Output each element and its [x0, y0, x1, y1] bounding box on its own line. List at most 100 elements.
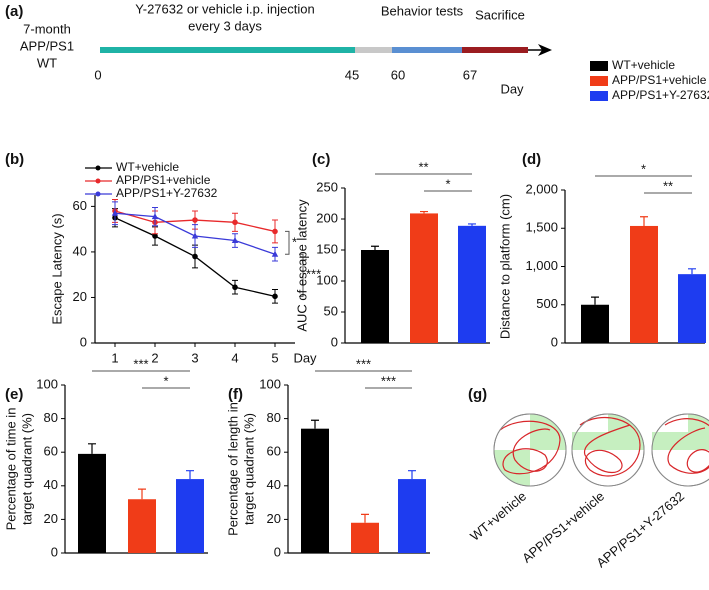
- point: [232, 219, 238, 226]
- pool: [651, 413, 709, 487]
- y-tick-label: 0: [274, 544, 281, 559]
- y-axis-title: Escape Latency (s): [49, 213, 64, 324]
- day-tick-label: 0: [94, 67, 101, 82]
- day-unit: Day: [500, 81, 524, 96]
- y-tick-label: 60: [267, 444, 281, 459]
- y-tick-label: 1,500: [525, 220, 558, 235]
- phase-bar: [355, 47, 392, 53]
- panel-label: (e): [5, 386, 23, 403]
- error-bar: [88, 443, 96, 454]
- swim-tracks: [493, 413, 709, 487]
- y-axis-title: AUC of escape latency: [294, 199, 309, 332]
- phase-label: every 3 days: [188, 18, 262, 33]
- bar: [176, 479, 204, 553]
- significance-bracket: [299, 253, 304, 297]
- bar: [398, 479, 426, 553]
- y-tick-label: 50: [324, 303, 338, 318]
- error-bar: [420, 210, 428, 214]
- error-bar: [361, 513, 369, 523]
- day-tick-label: 45: [345, 67, 359, 82]
- y-axis-title: Percentage of length in: [225, 402, 240, 536]
- significance-label: *: [292, 234, 297, 249]
- group-label: WT+vehicle: [467, 488, 529, 543]
- cohort-label: 7-month: [23, 21, 71, 36]
- significance-label: **: [663, 178, 673, 193]
- bar: [361, 250, 389, 343]
- bar: [581, 304, 609, 343]
- phase-label: Sacrifice: [475, 7, 525, 22]
- point: [111, 209, 119, 216]
- significance-label: ***: [356, 356, 371, 371]
- y-axis-title: target quadrant (%): [241, 413, 256, 525]
- error-bar: [311, 419, 319, 429]
- y-tick-label: 20: [267, 511, 281, 526]
- error-bar: [408, 470, 416, 480]
- y-tick-label: 60: [73, 198, 87, 213]
- x-tick-label: 1: [111, 350, 118, 365]
- legend-label: APP/PS1+vehicle: [612, 73, 707, 87]
- point: [231, 237, 239, 244]
- y-tick-label: 200: [316, 210, 338, 225]
- y-tick-label: 250: [316, 179, 338, 194]
- day-tick-label: 67: [463, 67, 477, 82]
- panel-label: (g): [468, 386, 487, 403]
- significance-label: ***: [381, 373, 396, 388]
- legend-label: APP/PS1+Y-27632: [612, 88, 709, 102]
- panel-label: (a): [5, 3, 23, 20]
- y-tick-label: 80: [267, 410, 281, 425]
- point: [192, 253, 198, 260]
- y-tick-label: 100: [36, 376, 58, 391]
- y-tick-label: 150: [316, 241, 338, 256]
- point: [232, 284, 238, 291]
- point: [191, 232, 199, 239]
- y-tick-label: 2,000: [525, 181, 558, 196]
- group-label: APP/PS1+vehicle: [519, 488, 607, 565]
- pool: [571, 413, 645, 487]
- arrow-head: [538, 44, 552, 56]
- bar: [410, 213, 438, 343]
- bar: [128, 499, 156, 553]
- error-bar: [591, 296, 599, 305]
- phase-bar: [100, 47, 355, 53]
- bar: [301, 428, 329, 553]
- y-tick-label: 20: [73, 289, 87, 304]
- significance-label: *: [445, 176, 450, 191]
- x-tick-label: 4: [231, 350, 238, 365]
- panel-label: (c): [312, 151, 330, 168]
- y-tick-label: 0: [51, 544, 58, 559]
- y-tick-label: 100: [316, 272, 338, 287]
- significance-bracket: [285, 230, 290, 255]
- point: [192, 217, 198, 223]
- bar: [351, 522, 379, 553]
- significance-label: *: [163, 373, 168, 388]
- day-tick-label: 60: [391, 67, 405, 82]
- y-tick-label: 20: [44, 511, 58, 526]
- legend-label: APP/PS1+vehicle: [116, 173, 211, 187]
- phase-bar: [462, 47, 528, 53]
- bar: [630, 225, 658, 343]
- x-axis-title: Day: [293, 350, 317, 365]
- error-bar: [468, 223, 476, 226]
- y-tick-label: 0: [331, 334, 338, 349]
- legend-marker: [95, 191, 101, 197]
- legend-marker: [95, 165, 101, 171]
- error-bar: [640, 216, 648, 226]
- y-axis-title: Percentage of time in: [3, 408, 18, 531]
- panel-label: (b): [5, 151, 24, 168]
- legend-swatch: [590, 91, 608, 101]
- legend-label: WT+vehicle: [612, 58, 675, 72]
- point: [271, 250, 279, 257]
- legend-marker: [95, 178, 101, 184]
- y-tick-label: 100: [259, 376, 281, 391]
- y-tick-label: 80: [44, 410, 58, 425]
- phase-label: Behavior tests: [381, 3, 464, 18]
- y-tick-label: 60: [44, 444, 58, 459]
- error-bar: [688, 268, 696, 275]
- bar: [458, 225, 486, 343]
- bar: [678, 274, 706, 343]
- legend-swatch: [590, 76, 608, 86]
- significance-label: *: [641, 161, 646, 176]
- legend-label: APP/PS1+Y-27632: [116, 186, 218, 200]
- y-tick-label: 0: [551, 334, 558, 349]
